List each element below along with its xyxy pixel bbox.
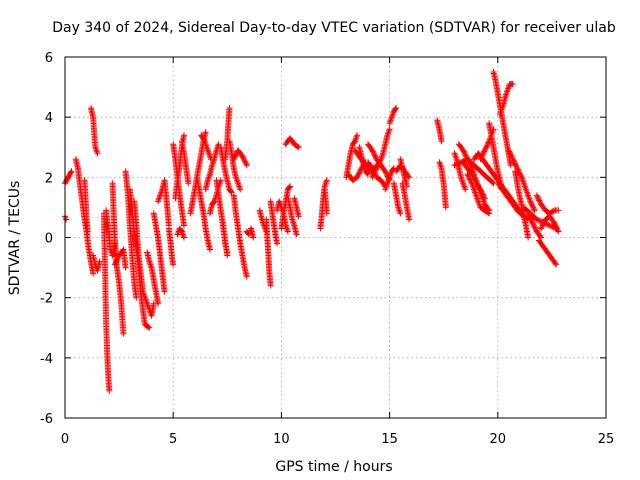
x-tick-label: 20 [490, 432, 507, 447]
chart-title: Day 340 of 2024, Sidereal Day-to-day VTE… [52, 20, 616, 36]
y-tick-label: -4 [40, 352, 53, 367]
x-tick-label: 10 [273, 432, 290, 447]
y-axis-label: SDTVAR / TECUs [7, 181, 23, 296]
x-axis-label: GPS time / hours [275, 459, 392, 475]
y-tick-label: -2 [40, 292, 53, 307]
y-tick-label: 6 [45, 51, 53, 66]
y-tick-label: -6 [40, 412, 53, 427]
y-tick-label: 4 [45, 111, 53, 126]
y-tick-label: 0 [45, 232, 53, 247]
x-tick-label: 5 [169, 432, 177, 447]
grid-lines [65, 57, 606, 418]
data-points [62, 69, 562, 394]
plot-frame [64, 56, 607, 419]
x-tick-label: 0 [61, 432, 69, 447]
x-tick-label: 15 [381, 432, 398, 447]
series-points-sdtvar [62, 69, 562, 394]
y-tick-label: 2 [45, 171, 53, 186]
x-tick-label: 25 [598, 432, 615, 447]
